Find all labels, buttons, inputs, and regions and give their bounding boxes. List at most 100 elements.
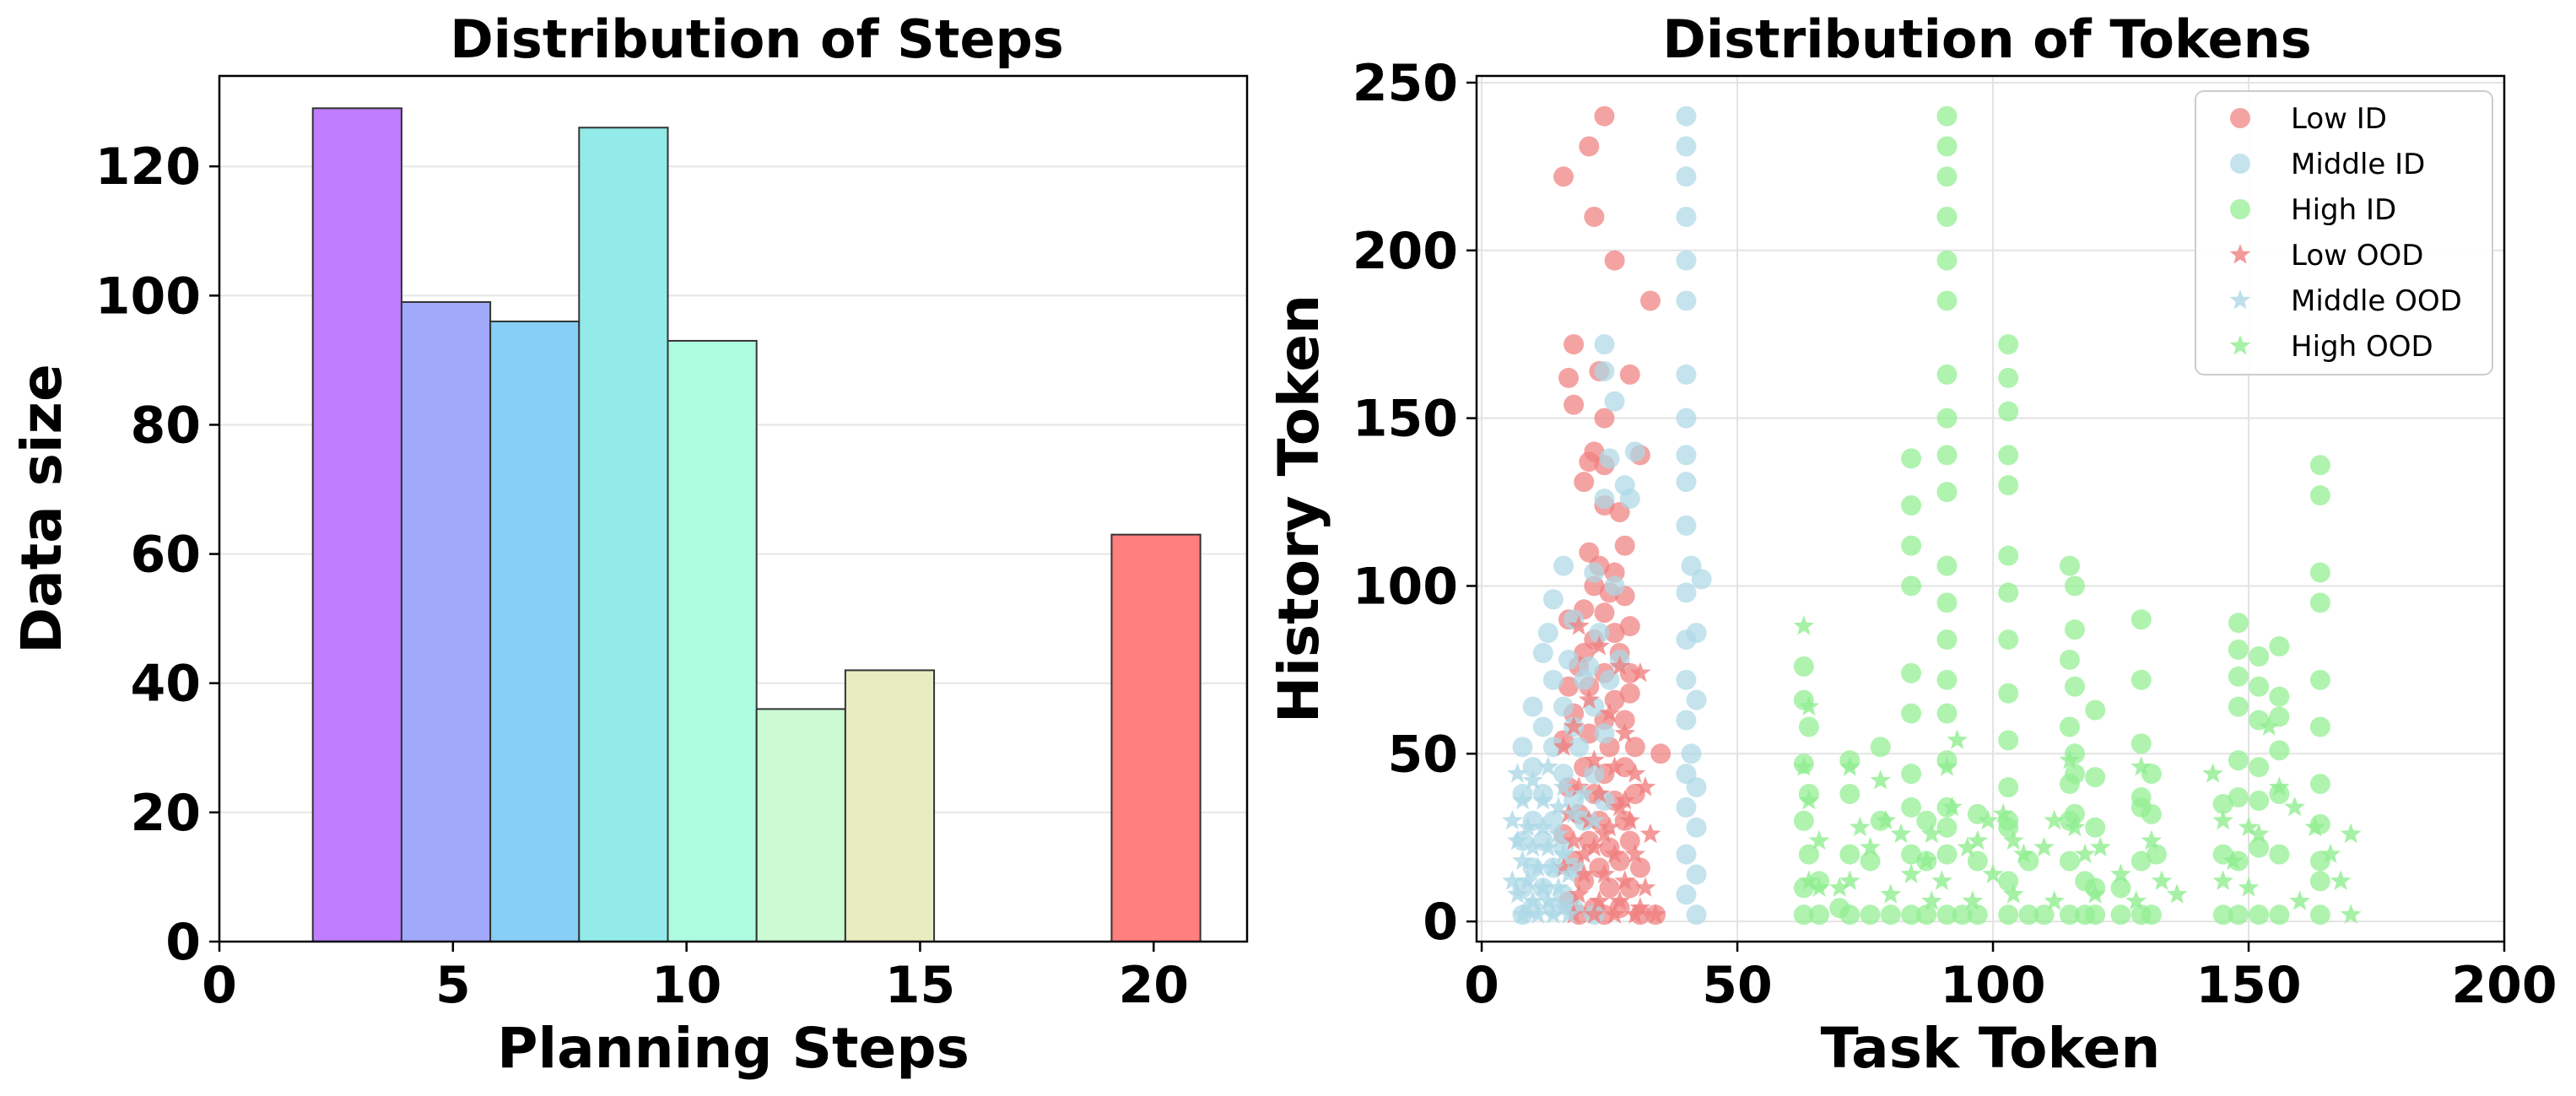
point-middle-id <box>1681 743 1702 764</box>
tokens-chart: Distribution of Tokens 0 50 100 150 200 0 50 1… <box>1266 8 2557 1081</box>
point-high-id <box>2064 619 2085 640</box>
point-middle-id <box>1594 489 1615 510</box>
point-middle-id <box>1686 623 1707 644</box>
steps-bar-6 <box>844 669 936 942</box>
point-high-id <box>2130 733 2152 754</box>
steps-chart-y-ticks: 0 20 40 60 80 100 120 <box>95 138 219 972</box>
point-middle-ood <box>1532 877 1554 897</box>
point-middle-ood <box>1522 836 1543 857</box>
point-high-id <box>1936 817 1958 838</box>
point-middle-id <box>1537 623 1558 644</box>
point-high-ood <box>2202 763 2223 783</box>
legend-label: High OOD <box>2291 330 2433 364</box>
point-high-id <box>1998 445 2019 466</box>
point-high-id <box>2059 904 2080 926</box>
point-high-ood <box>1839 756 1860 776</box>
point-high-id <box>1936 105 1958 127</box>
tokens-x-tick-label: 200 <box>2451 956 2557 1015</box>
steps-x-tick-label: 15 <box>885 956 956 1015</box>
steps-chart-y-label: Data size <box>9 364 74 653</box>
point-middle-ood <box>1563 802 1585 823</box>
point-low-id <box>1640 290 1661 311</box>
steps-chart-title: Distribution of Steps <box>450 8 1064 70</box>
point-high-id <box>1793 904 1814 926</box>
point-high-ood <box>1941 796 1963 817</box>
point-low-ood <box>1634 877 1656 897</box>
point-high-id <box>2228 666 2249 687</box>
point-high-ood <box>1947 729 1968 749</box>
point-high-ood <box>2222 850 2244 871</box>
point-high-id <box>2249 757 2270 778</box>
point-high-id <box>1936 629 1958 651</box>
tokens-x-tick-label: 0 <box>1464 956 1499 1015</box>
steps-bar-3 <box>578 127 669 943</box>
point-low-ood <box>1639 823 1661 844</box>
point-high-ood <box>2238 877 2260 897</box>
point-high-ood <box>2289 890 2310 910</box>
point-high-ood <box>2130 756 2152 776</box>
point-high-id <box>1901 575 1922 597</box>
point-high-id <box>1936 408 1958 429</box>
point-high-id <box>1916 904 1937 926</box>
point-middle-ood <box>1537 890 1559 910</box>
point-middle-ood <box>1553 897 1574 917</box>
point-high-id <box>2249 790 2270 811</box>
point-middle-ood <box>1547 823 1569 844</box>
point-high-id <box>1936 592 1958 613</box>
point-high-ood <box>1860 836 1881 857</box>
point-high-id <box>1880 904 1901 926</box>
point-middle-ood <box>1547 877 1569 897</box>
point-high-id <box>1793 656 1814 677</box>
point-middle-ood <box>1507 883 1528 904</box>
point-low-ood <box>1614 790 1636 810</box>
point-high-id <box>2085 904 2106 926</box>
point-high-id <box>2059 850 2080 872</box>
point-low-ood <box>1614 722 1636 742</box>
point-low-id <box>1604 623 1625 644</box>
legend-box <box>2195 90 2493 375</box>
point-middle-ood <box>1573 783 1595 803</box>
steps-y-tick-label: 100 <box>95 267 201 326</box>
steps-y-tick-label: 20 <box>131 784 202 843</box>
point-high-ood <box>2084 883 2106 904</box>
point-high-ood <box>1798 695 1820 716</box>
steps-x-tick-label: 5 <box>435 956 471 1015</box>
point-middle-id <box>1604 575 1625 597</box>
point-middle-ood <box>1553 843 1574 864</box>
point-middle-id <box>1676 105 1697 127</box>
legend-label: Middle ID <box>2291 148 2425 181</box>
point-high-id <box>2085 817 2106 838</box>
point-high-id <box>2228 787 2249 807</box>
tokens-chart-frame <box>1475 74 2506 943</box>
point-high-ood <box>2340 904 2362 924</box>
point-high-id <box>1798 716 1819 737</box>
steps-y-tick-label: 120 <box>95 138 201 197</box>
point-high-id <box>2064 764 2085 785</box>
point-middle-id <box>1676 844 1697 865</box>
point-high-ood <box>1850 816 1871 837</box>
point-middle-id <box>1542 589 1563 610</box>
point-middle-id <box>1532 716 1553 737</box>
point-middle-id <box>1522 757 1543 778</box>
point-low-ood <box>1629 661 1651 683</box>
point-low-id <box>1650 743 1671 764</box>
point-low-ood <box>1599 702 1620 723</box>
point-middle-id <box>1599 669 1620 690</box>
point-high-id <box>2064 575 2085 597</box>
point-middle-id <box>1522 696 1543 717</box>
point-middle-ood <box>1584 809 1605 830</box>
tokens-y-tick-label: 250 <box>1353 54 1458 113</box>
point-middle-ood <box>1542 904 1564 924</box>
point-low-ood <box>1624 843 1646 864</box>
point-low-ood <box>1644 904 1666 924</box>
point-high-id <box>1901 535 1922 556</box>
point-high-id <box>2033 904 2055 926</box>
point-high-id <box>1998 871 2019 892</box>
point-high-id <box>1936 703 1958 724</box>
legend-label: Low OOD <box>2291 239 2423 273</box>
point-high-id <box>2110 904 2131 926</box>
point-high-ood <box>2002 883 2024 904</box>
point-high-id <box>2059 649 2080 670</box>
point-middle-id <box>1676 582 1697 603</box>
